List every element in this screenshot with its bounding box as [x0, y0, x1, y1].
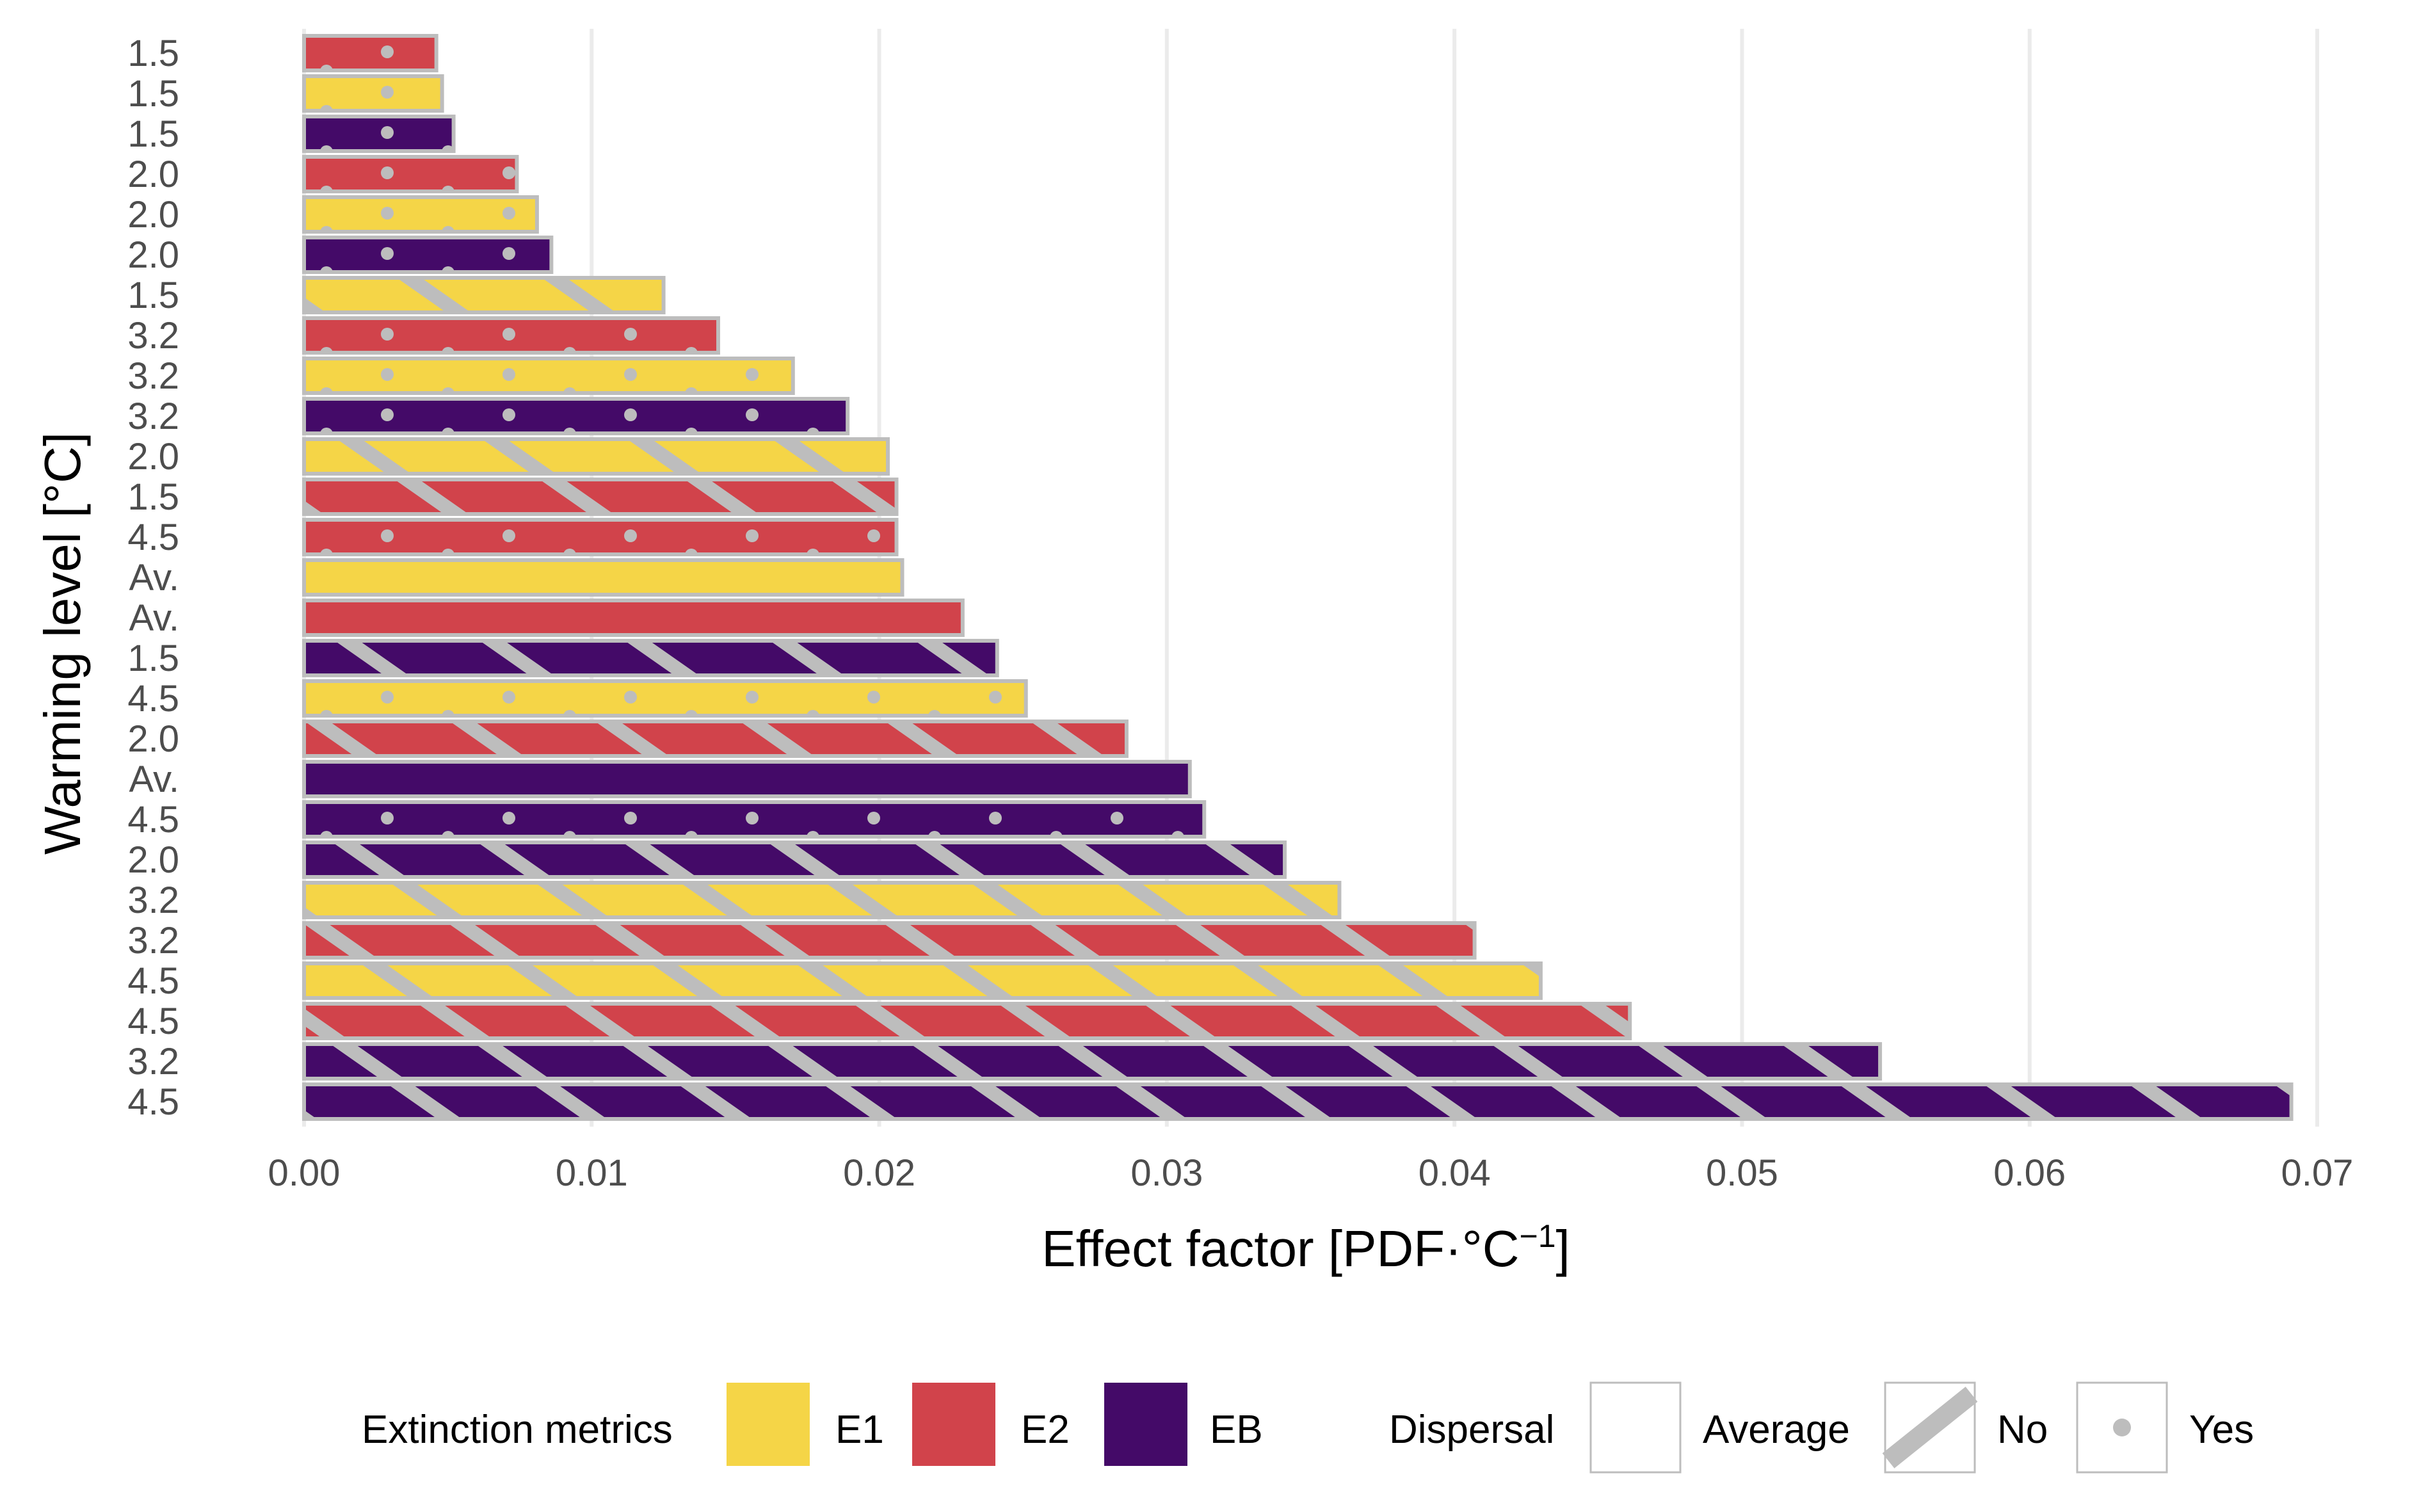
y-tick-label: 4.5	[127, 799, 179, 840]
y-tick-label: 2.0	[127, 154, 179, 195]
legend-key-no-stripe	[1882, 1387, 1978, 1468]
legend-label-eb: EB	[1210, 1408, 1263, 1452]
y-tick-label: 2.0	[127, 839, 179, 881]
y-tick-label: 2.0	[127, 194, 179, 236]
legend: Extinction metrics E1 E2 EB Dispersal Av…	[362, 1381, 2254, 1474]
y-tick-label: 4.5	[127, 1001, 179, 1042]
y-tick-label: 3.2	[127, 1041, 179, 1082]
x-tick-label: 0.02	[843, 1152, 915, 1194]
bar-e1-yes	[302, 74, 444, 113]
bar-eb-yes	[302, 397, 850, 435]
x-tick-label: 0.03	[1130, 1152, 1203, 1194]
bar-eb-no	[302, 1042, 1883, 1081]
y-tick-label: 4.5	[127, 678, 179, 720]
y-tick-label: 4.5	[127, 517, 179, 558]
bar-e2-yes	[302, 34, 438, 72]
y-tick-label: 3.2	[127, 355, 179, 397]
bar-eb-yes	[302, 115, 456, 153]
legend-label-average: Average	[1703, 1408, 1850, 1452]
y-tick-label: 4.5	[127, 1081, 179, 1123]
bar-e1-no	[302, 437, 890, 476]
y-tick-label: 2.0	[127, 436, 179, 478]
y-tick-label: Av.	[129, 597, 179, 639]
bar-e1-yes	[302, 357, 795, 395]
legend-key-e1	[727, 1383, 810, 1466]
bar-e2-no	[302, 921, 1477, 960]
bar-e2-no	[302, 478, 899, 516]
legend-key-yes-dot	[2113, 1419, 2131, 1436]
legend-label-e2: E2	[1021, 1408, 1070, 1452]
bar-e2-no	[302, 720, 1129, 758]
x-tick-label: 0.00	[268, 1152, 341, 1194]
y-tick-label: 1.5	[127, 113, 179, 155]
bar-e1-no	[302, 276, 666, 314]
legend-label-yes: Yes	[2189, 1408, 2254, 1452]
x-tick-label: 0.07	[2281, 1152, 2354, 1194]
bar-e2-yes	[302, 155, 519, 193]
y-tick-label: 3.2	[127, 920, 179, 961]
bar-e2-average	[302, 599, 965, 637]
y-tick-label: 3.2	[127, 315, 179, 357]
bar-e2-yes	[302, 316, 720, 355]
y-tick-label: 1.5	[127, 73, 179, 115]
bar-e2-yes	[302, 518, 899, 556]
bar-eb-no	[302, 1082, 2294, 1121]
bar-e1-yes	[302, 195, 539, 234]
bar-e1-no	[302, 961, 1543, 1000]
bar-eb-yes	[302, 236, 554, 274]
legend-key-e2	[912, 1383, 995, 1466]
legend-title-dispersal: Dispersal	[1389, 1408, 1554, 1452]
y-tick-label: 2.0	[127, 718, 179, 760]
y-tick-labels: 1.51.51.52.02.02.01.53.23.23.22.01.54.5A…	[127, 33, 179, 1123]
y-tick-label: 1.5	[127, 275, 179, 316]
bar-eb-yes	[302, 800, 1207, 839]
bar-e2-no	[302, 1002, 1632, 1040]
legend-label-e1: E1	[835, 1408, 884, 1452]
y-tick-label: Av.	[129, 557, 179, 599]
y-tick-label: 2.0	[127, 234, 179, 276]
legend-key-average	[1589, 1381, 1682, 1474]
legend-key-eb	[1104, 1383, 1187, 1466]
y-tick-label: 1.5	[127, 33, 179, 74]
y-tick-label: 3.2	[127, 396, 179, 437]
bar-e1-yes	[302, 679, 1028, 718]
x-tick-label: 0.01	[556, 1152, 628, 1194]
x-tick-label: 0.04	[1418, 1152, 1491, 1194]
x-tick-label: 0.06	[1993, 1152, 2066, 1194]
x-tick-labels: 0.00 0.01 0.02 0.03 0.04 0.05 0.06 0.07	[268, 1152, 2354, 1194]
legend-label-no: No	[1997, 1408, 2048, 1452]
bar-e1-average	[302, 558, 904, 597]
legend-title-metrics: Extinction metrics	[362, 1408, 673, 1452]
y-tick-label: 3.2	[127, 880, 179, 921]
y-tick-label: 4.5	[127, 960, 179, 1002]
bar-eb-average	[302, 760, 1192, 798]
y-tick-label: Av.	[129, 759, 179, 800]
x-axis-title: Effect factor [PDF·°C−1]	[1041, 1218, 1570, 1277]
bar-eb-no	[302, 639, 999, 677]
bar-eb-no	[302, 840, 1287, 879]
bar-e1-no	[302, 881, 1342, 919]
y-tick-label: 1.5	[127, 638, 179, 679]
y-tick-label: 1.5	[127, 476, 179, 518]
bars	[302, 34, 2294, 1121]
x-tick-label: 0.05	[1706, 1152, 1778, 1194]
y-axis-title: Warming level [°C]	[34, 432, 91, 855]
